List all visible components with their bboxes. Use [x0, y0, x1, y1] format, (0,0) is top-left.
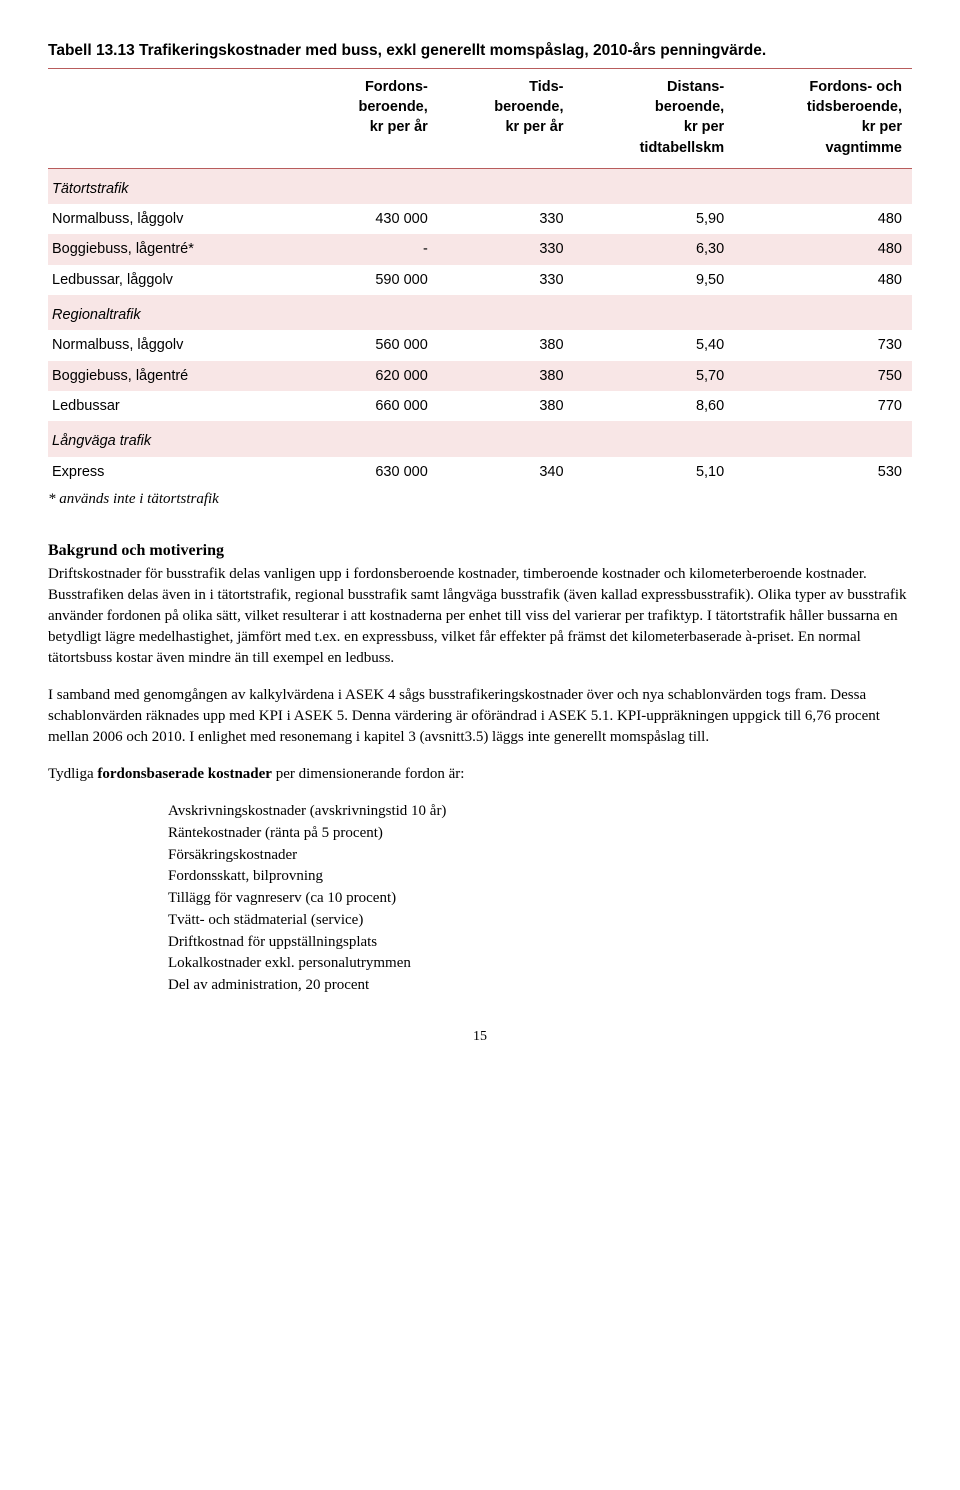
cost-table: Tabell 13.13 Trafikeringskostnader med b… [48, 40, 912, 510]
row-value: 380 [438, 391, 574, 421]
row-value: 480 [734, 265, 912, 295]
paragraph-1: Driftskostnader för busstrafik delas van… [48, 564, 912, 669]
row-value: 6,30 [574, 234, 735, 264]
section-heading-cell: Regionaltrafik [48, 295, 912, 330]
col-tids: Tids-beroende,kr per år [438, 69, 574, 169]
row-value: 730 [734, 330, 912, 360]
row-value: 750 [734, 361, 912, 391]
row-value: - [302, 234, 438, 264]
row-value: 530 [734, 457, 912, 487]
col-blank [48, 69, 302, 169]
table-row: Normalbuss, låggolv560 0003805,40730 [48, 330, 912, 360]
table-row: Boggiebuss, lågentré*-3306,30480 [48, 234, 912, 264]
table-header-row: Fordons-beroende,kr per år Tids-beroende… [48, 69, 912, 169]
table: Fordons-beroende,kr per år Tids-beroende… [48, 69, 912, 487]
paragraph-2: I samband med genomgången av kalkylvärde… [48, 685, 912, 748]
paragraph-3: Tydliga fordonsbaserade kostnader per di… [48, 764, 912, 785]
col-fordons-tids: Fordons- ochtidsberoende,kr pervagntimme [734, 69, 912, 169]
row-value: 8,60 [574, 391, 735, 421]
table-title: Tabell 13.13 Trafikeringskostnader med b… [48, 40, 912, 69]
col-fordons: Fordons-beroende,kr per år [302, 69, 438, 169]
row-value: 5,40 [574, 330, 735, 360]
list-item: Tillägg för vagnreserv (ca 10 procent) [168, 888, 912, 910]
p3-bold: fordonsbaserade kostnader [97, 766, 272, 782]
row-label: Normalbuss, låggolv [48, 204, 302, 234]
table-row: Ledbussar, låggolv590 0003309,50480 [48, 265, 912, 295]
p3-post: per dimensionerande fordon är: [272, 766, 464, 782]
row-value: 330 [438, 234, 574, 264]
table-footnote: * används inte i tätortstrafik [48, 489, 912, 510]
row-value: 5,10 [574, 457, 735, 487]
row-value: 560 000 [302, 330, 438, 360]
row-value: 340 [438, 457, 574, 487]
row-value: 480 [734, 234, 912, 264]
row-value: 5,70 [574, 361, 735, 391]
row-value: 620 000 [302, 361, 438, 391]
table-row: Ledbussar660 0003808,60770 [48, 391, 912, 421]
row-value: 590 000 [302, 265, 438, 295]
row-label: Boggiebuss, lågentré* [48, 234, 302, 264]
section-heading-row: Regionaltrafik [48, 295, 912, 330]
section-heading-cell: Tätortstrafik [48, 168, 912, 204]
list-item: Försäkringskostnader [168, 845, 912, 867]
row-value: 330 [438, 204, 574, 234]
section-heading-cell: Långväga trafik [48, 421, 912, 456]
page-number: 15 [48, 1027, 912, 1047]
list-item: Fordonsskatt, bilprovning [168, 866, 912, 888]
list-item: Lokalkostnader exkl. personalutrymmen [168, 953, 912, 975]
row-value: 630 000 [302, 457, 438, 487]
row-value: 660 000 [302, 391, 438, 421]
row-label: Ledbussar [48, 391, 302, 421]
row-value: 770 [734, 391, 912, 421]
table-row: Express630 0003405,10530 [48, 457, 912, 487]
col-distans: Distans-beroende,kr pertidtabellskm [574, 69, 735, 169]
row-label: Ledbussar, låggolv [48, 265, 302, 295]
list-item: Driftkostnad för uppställningsplats [168, 932, 912, 954]
section-heading-row: Tätortstrafik [48, 168, 912, 204]
section-heading: Bakgrund och motivering [48, 540, 912, 562]
row-value: 9,50 [574, 265, 735, 295]
row-label: Normalbuss, låggolv [48, 330, 302, 360]
list-item: Tvätt- och städmaterial (service) [168, 910, 912, 932]
row-value: 330 [438, 265, 574, 295]
row-value: 480 [734, 204, 912, 234]
table-row: Normalbuss, låggolv430 0003305,90480 [48, 204, 912, 234]
list-item: Avskrivningskostnader (avskrivningstid 1… [168, 801, 912, 823]
row-value: 380 [438, 361, 574, 391]
p3-pre: Tydliga [48, 766, 97, 782]
row-label: Boggiebuss, lågentré [48, 361, 302, 391]
list-item: Del av administration, 20 procent [168, 975, 912, 997]
row-label: Express [48, 457, 302, 487]
row-value: 5,90 [574, 204, 735, 234]
cost-list: Avskrivningskostnader (avskrivningstid 1… [48, 801, 912, 997]
table-row: Boggiebuss, lågentré620 0003805,70750 [48, 361, 912, 391]
list-item: Räntekostnader (ränta på 5 procent) [168, 823, 912, 845]
section-heading-row: Långväga trafik [48, 421, 912, 456]
row-value: 380 [438, 330, 574, 360]
row-value: 430 000 [302, 204, 438, 234]
